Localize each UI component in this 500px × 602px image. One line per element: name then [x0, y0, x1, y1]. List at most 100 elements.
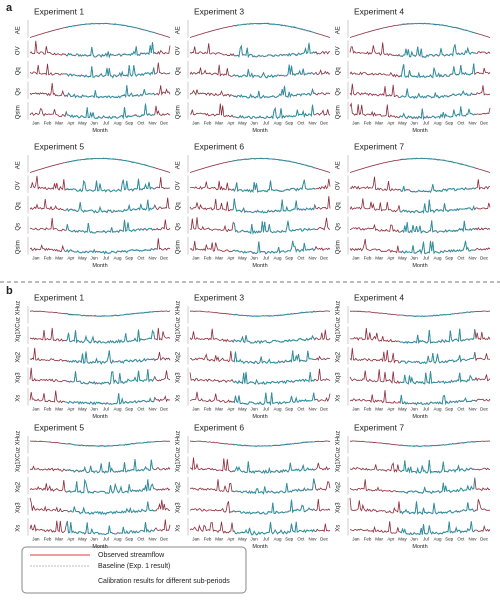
calibration-line [65, 393, 156, 406]
month-label: Jan [352, 407, 360, 412]
month-label: Jan [32, 256, 40, 261]
x-axis-label: Month [252, 414, 267, 420]
row-label: Xq3 [16, 502, 22, 513]
row-label: Qs [336, 223, 342, 231]
row-label: OV [16, 46, 22, 55]
calibration-line [232, 310, 315, 317]
x-axis-label: Month [252, 128, 267, 134]
month-label: Oct [297, 121, 305, 126]
row-label: Xs [336, 525, 342, 532]
observed-line [189, 64, 331, 79]
row-label: Qq [176, 67, 182, 75]
experiment-title: Experiment 4 [354, 6, 404, 16]
row-label: Qq [336, 67, 342, 75]
row-label: Xq3 [176, 372, 182, 383]
observed-line [349, 23, 491, 38]
calibration-line [65, 441, 155, 447]
month-label: Oct [297, 256, 305, 261]
month-label: Jun [91, 537, 99, 542]
calibration-line [400, 157, 476, 169]
month-label: Dec [320, 537, 329, 542]
calibration-line [232, 241, 316, 255]
calibration-line [232, 179, 316, 194]
month-label: Mar [55, 121, 63, 126]
month-label: May [398, 121, 407, 126]
month-label: May [238, 537, 247, 542]
month-label: Sep [285, 121, 294, 126]
row-label: OV [176, 181, 182, 190]
row-label: Xs [336, 395, 342, 402]
month-label: May [78, 121, 87, 126]
x-axis-label: Month [412, 414, 427, 420]
row-label: Qsim [16, 105, 22, 119]
month-label: Feb [204, 407, 212, 412]
month-label: Dec [160, 121, 169, 126]
calibration-line [399, 460, 475, 474]
month-label: Mar [215, 407, 223, 412]
month-label: Sep [445, 121, 454, 126]
month-label: Jan [192, 537, 200, 542]
month-label: Feb [364, 537, 372, 542]
month-label: Nov [148, 121, 157, 126]
legend-label: Observed streamflow [98, 552, 165, 559]
row-label: Qsim [16, 240, 22, 254]
x-axis-label: Month [252, 544, 267, 550]
observed-line [189, 196, 331, 214]
month-label: Apr [227, 256, 235, 261]
month-label: May [238, 256, 247, 261]
experiment-title: Experiment 6 [194, 422, 244, 432]
month-label: Aug [273, 407, 282, 412]
row-label: Xq2 [336, 481, 342, 492]
observed-line [29, 238, 171, 255]
row-label: Qsim [336, 240, 342, 254]
month-label: Dec [480, 537, 489, 542]
month-label: Aug [113, 407, 122, 412]
calibration-line [232, 392, 316, 407]
month-label: Jul [423, 537, 429, 542]
row-label: Xq2 [176, 351, 182, 362]
calibration-line [232, 478, 316, 495]
month-label: Sep [445, 407, 454, 412]
calibration-line [232, 64, 315, 79]
legend-label: Calibration results for different sub-pe… [98, 578, 230, 585]
month-label: Jul [103, 256, 109, 261]
month-label: Nov [148, 256, 157, 261]
month-label: Jul [103, 537, 109, 542]
month-label: Jun [251, 256, 259, 261]
month-label: Dec [320, 407, 329, 412]
month-label: Mar [215, 256, 223, 261]
row-label: Qs [16, 223, 22, 231]
month-label: Aug [273, 121, 282, 126]
row-label: Qs [176, 223, 182, 231]
observed-line [29, 217, 171, 234]
row-label: Qs [176, 88, 182, 96]
calibration-line [232, 371, 316, 385]
month-label: Jun [251, 537, 259, 542]
row-label: AE [176, 161, 182, 169]
month-label: Sep [285, 256, 294, 261]
month-label: Jun [251, 121, 259, 126]
month-label: Sep [285, 407, 294, 412]
month-label: Apr [67, 256, 75, 261]
observed-line [189, 328, 331, 344]
calibration-line [65, 85, 156, 99]
month-label: Sep [445, 256, 454, 261]
calibration-line [232, 42, 316, 59]
month-label: Jan [352, 256, 360, 261]
month-label: Apr [387, 407, 395, 412]
month-label: Jul [263, 537, 269, 542]
calibration-line [66, 42, 156, 59]
row-label: Qq [16, 202, 22, 210]
observed-line [349, 158, 491, 173]
month-label: Sep [285, 537, 294, 542]
month-label: Mar [375, 121, 383, 126]
x-axis-label: Month [92, 128, 107, 134]
month-label: Nov [148, 537, 157, 542]
calibration-line [232, 335, 316, 345]
month-label: Apr [227, 407, 235, 412]
calibration-line [65, 103, 155, 120]
panel-label: b [6, 285, 13, 297]
month-label: Aug [433, 537, 442, 542]
month-label: Nov [308, 121, 317, 126]
row-label: Xq3 [336, 502, 342, 513]
